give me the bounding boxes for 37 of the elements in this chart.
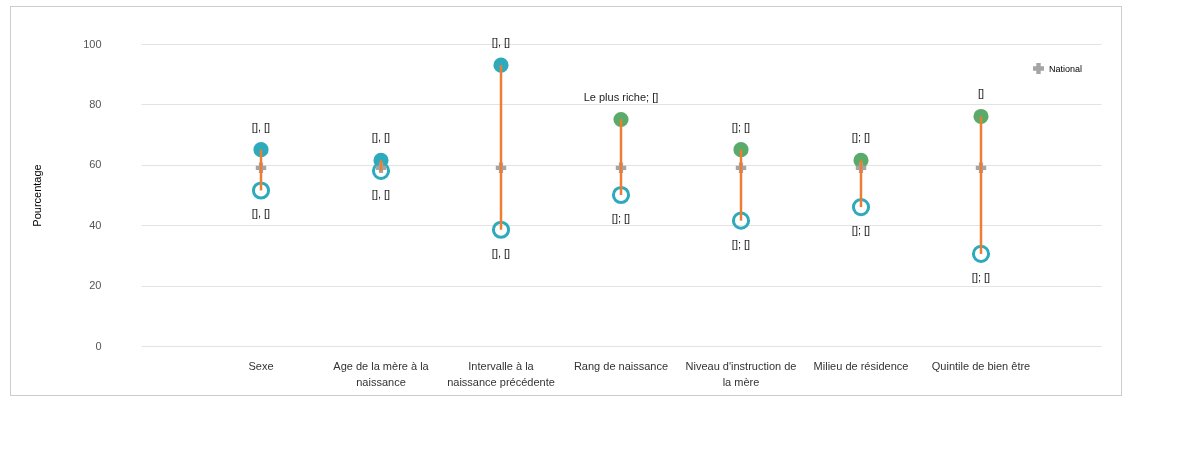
data-label: [], []	[371, 131, 391, 144]
x-tick-label: Quintile de bien être	[931, 359, 1031, 372]
data-label: []; []	[851, 131, 871, 144]
data-label: [], []	[251, 207, 271, 220]
point	[371, 161, 391, 180]
y-axis-title: Pourcentage	[31, 164, 44, 227]
data-label: []; []	[851, 224, 871, 237]
data-label: [], []	[491, 246, 511, 259]
point	[971, 244, 991, 263]
point	[851, 198, 871, 217]
y-tick-label: 40	[89, 218, 102, 231]
data-label: []; []	[611, 212, 631, 224]
y-tick-label: 0	[95, 339, 102, 352]
y-tick-label: 60	[89, 158, 102, 171]
point	[251, 181, 271, 200]
point	[611, 185, 631, 205]
data-label: [], []	[491, 36, 511, 49]
data-label: []	[977, 87, 985, 100]
data-label: []; []	[731, 120, 751, 133]
point	[491, 220, 511, 239]
x-tick-label: Sexe	[248, 359, 274, 372]
point	[613, 111, 629, 128]
data-label: []; []	[971, 270, 991, 283]
y-tick-label: 20	[89, 279, 102, 292]
legend-label: National	[1049, 63, 1083, 74]
x-tick-label: Rang de naissance	[573, 359, 669, 372]
y-tick-label: 80	[89, 97, 102, 110]
data-label: Le plus riche; []	[583, 90, 659, 103]
data-label: []; []	[731, 237, 751, 250]
data-label: [], []	[251, 120, 271, 133]
x-tick-label: Intervalle à la naissance précédente	[447, 359, 555, 388]
y-tick-label: 100	[83, 37, 102, 50]
x-tick-label: Age de la mère à la naissance	[333, 359, 430, 388]
x-tick-label: Milieu de résidence	[813, 359, 909, 372]
x-tick-label: Niveau d'instruction de la mère	[685, 359, 797, 388]
point	[731, 211, 751, 230]
data-label: [], []	[371, 187, 391, 200]
